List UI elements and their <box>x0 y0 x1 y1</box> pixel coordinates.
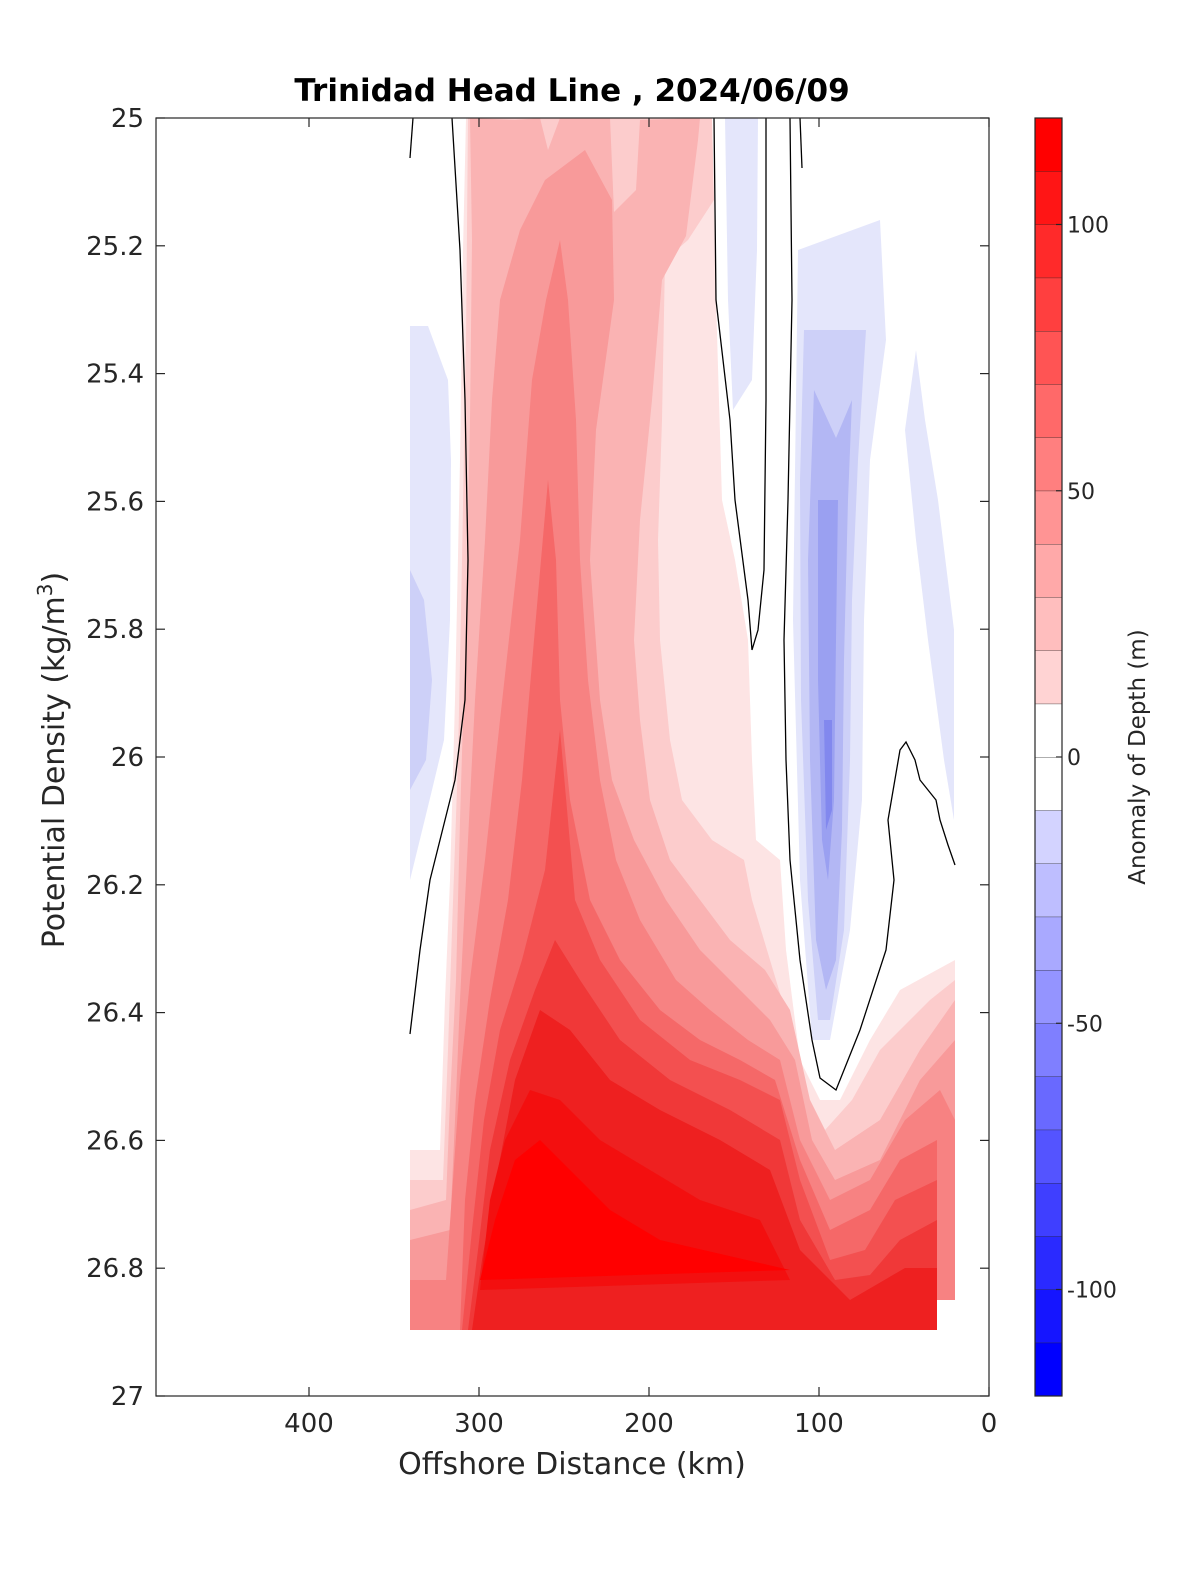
contour-fill-neg-east-edge <box>905 350 954 820</box>
y-tick-label: 25.4 <box>86 360 144 390</box>
chart-title: Trinidad Head Line , 2024/06/09 <box>294 73 849 109</box>
colorbar-band <box>1035 544 1062 598</box>
zero-contour-east-2 <box>799 118 803 169</box>
colorbar-ticks: 100 50 0 -50 -100 <box>1056 214 1117 1304</box>
colorbar-band <box>1035 1023 1062 1077</box>
x-axis-label: Offshore Distance (km) <box>398 1447 746 1482</box>
x-tick-label: 400 <box>284 1409 334 1439</box>
colorbar-band <box>1035 1076 1062 1130</box>
colorbar-band <box>1035 863 1062 917</box>
colorbar-band <box>1035 650 1062 704</box>
colorbar-tick-label: -100 <box>1067 1279 1117 1304</box>
colorbar-tick-label: 50 <box>1067 480 1095 505</box>
y-tick-label: 26 <box>111 743 144 773</box>
colorbar-band <box>1035 1236 1062 1290</box>
y-tick-label: 25.2 <box>86 232 144 262</box>
y-tick-label: 25 <box>111 104 144 134</box>
plot-area: 400 300 200 100 0 25 25.2 25.4 25.6 25.8 26 26.2 26… <box>86 104 997 1439</box>
y-axis-label-close: ) <box>37 572 72 584</box>
colorbar-band <box>1035 277 1062 331</box>
y-tick-label: 26.4 <box>86 999 144 1029</box>
y-tick-label: 26.8 <box>86 1254 144 1284</box>
colorbar-band <box>1035 384 1062 438</box>
colorbar-band <box>1035 597 1062 651</box>
contour-fill-neg-east-5 <box>824 720 832 830</box>
filled-contours <box>409 118 956 1330</box>
colorbar-band <box>1035 1289 1062 1343</box>
x-ticks: 400 300 200 100 0 <box>284 118 997 1439</box>
y-ticks: 25 25.2 25.4 25.6 25.8 26 26.2 26.4 26.6 26.8 27 <box>86 104 989 1412</box>
y-axis-label-superscript: 3 <box>33 583 57 596</box>
colorbar-band <box>1035 757 1062 811</box>
colorbar-band <box>1035 224 1062 278</box>
contour-fill-neg-mid-1 <box>725 118 758 410</box>
x-tick-label: 200 <box>624 1409 674 1439</box>
colorbar-band <box>1035 490 1062 544</box>
colorbar-band <box>1035 171 1062 225</box>
contour-fill-neg-west-2 <box>410 570 432 790</box>
colorbar-bands <box>1035 117 1062 1396</box>
colorbar-label: Anomaly of Depth (m) <box>1125 629 1151 884</box>
y-tick-label: 27 <box>111 1382 144 1412</box>
colorbar: 100 50 0 -50 -100 Anomaly of Depth (m) <box>1034 117 1151 1397</box>
colorbar-band <box>1035 916 1062 970</box>
colorbar-band <box>1035 1129 1062 1183</box>
colorbar-band <box>1035 331 1062 385</box>
colorbar-band <box>1035 437 1062 491</box>
zero-contour-east <box>783 118 956 1092</box>
x-tick-label: 0 <box>981 1409 998 1439</box>
colorbar-band <box>1035 810 1062 864</box>
colorbar-band <box>1035 1342 1062 1396</box>
contour-fill-neg-east-4 <box>818 500 838 880</box>
y-tick-label: 25.8 <box>86 615 144 645</box>
contour-fill-pos-110 <box>480 1140 790 1280</box>
colorbar-tick-label: 0 <box>1067 746 1081 771</box>
colorbar-band <box>1035 118 1062 172</box>
colorbar-tick-label: -50 <box>1067 1012 1103 1037</box>
colorbar-tick-label: 100 <box>1067 214 1109 239</box>
y-axis-label-main: Potential Density (kg/m <box>37 596 72 948</box>
zero-contour-west-2 <box>409 118 469 1035</box>
colorbar-band <box>1035 970 1062 1024</box>
zero-contour-west <box>409 118 414 159</box>
x-tick-label: 100 <box>794 1409 844 1439</box>
y-tick-label: 25.6 <box>86 487 144 517</box>
colorbar-band <box>1035 1183 1062 1237</box>
colorbar-band <box>1035 703 1062 757</box>
y-tick-label: 26.6 <box>86 1126 144 1156</box>
y-axis-label: Potential Density (kg/m3) <box>33 572 72 948</box>
zero-contour-mid <box>713 118 767 651</box>
y-tick-label: 26.2 <box>86 871 144 901</box>
x-tick-label: 300 <box>454 1409 504 1439</box>
